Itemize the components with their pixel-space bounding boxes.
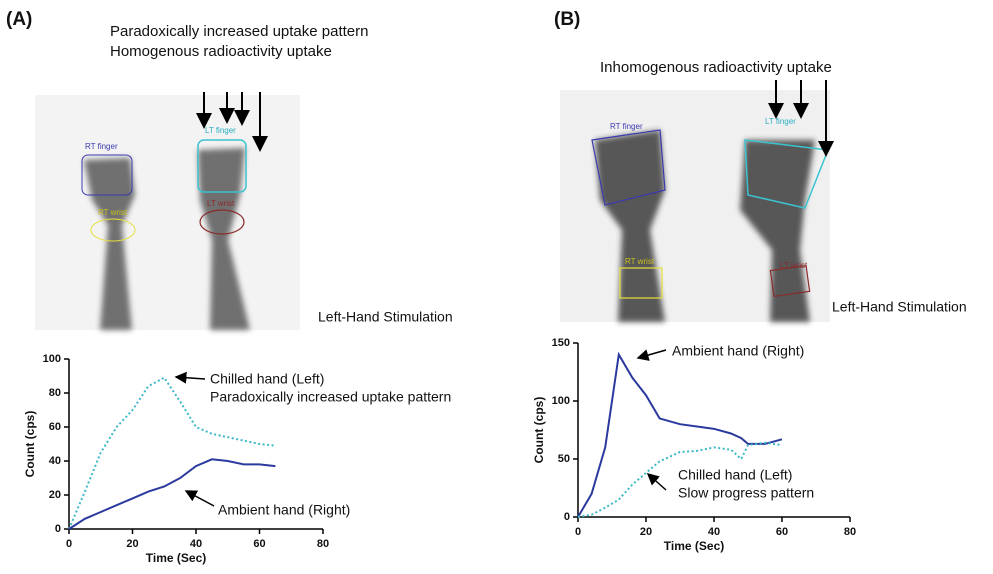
y-tick-label: 60 <box>49 421 61 433</box>
roi-label: LT wrist <box>207 199 235 208</box>
y-tick-label: 100 <box>43 353 61 365</box>
x-axis-label: Time (Sec) <box>146 551 206 565</box>
annotation-arrow <box>186 491 214 506</box>
y-tick-label: 20 <box>49 489 61 501</box>
roi-label: LT finger <box>205 126 236 135</box>
roi-label: RT finger <box>85 142 118 151</box>
y-tick-label: 0 <box>564 511 570 523</box>
caption: Left-Hand Stimulation <box>832 299 967 315</box>
roi-label: LT wrist <box>780 261 808 270</box>
x-tick-label: 20 <box>640 526 652 538</box>
headline: Paradoxically increased uptake pattern <box>110 23 369 40</box>
series-label: Chilled hand (Left) <box>678 467 792 483</box>
annotation-arrow <box>638 350 666 358</box>
headline: Inhomogenous radioactivity uptake <box>600 59 832 76</box>
series-label: Ambient hand (Right) <box>218 502 350 518</box>
x-tick-label: 0 <box>575 526 581 538</box>
headline: Homogenous radioactivity uptake <box>110 43 332 60</box>
x-tick-label: 40 <box>708 526 720 538</box>
x-tick-label: 20 <box>126 538 138 550</box>
series-line <box>69 459 275 529</box>
x-tick-label: 80 <box>317 538 329 550</box>
x-axis-label: Time (Sec) <box>664 539 724 553</box>
x-tick-label: 40 <box>190 538 202 550</box>
y-tick-label: 50 <box>558 453 570 465</box>
scan-image-a: RT finger LT finger RT wrist LT wrist <box>35 92 300 330</box>
y-axis-label: Count (cps) <box>23 411 37 478</box>
y-tick-label: 0 <box>55 523 61 535</box>
scan-image-b: RT finger LT finger RT wrist LT wrist <box>560 80 830 322</box>
series-label: Chilled hand (Left) <box>210 371 324 387</box>
series-label: Ambient hand (Right) <box>672 343 804 359</box>
x-tick-label: 60 <box>253 538 265 550</box>
y-axis-label: Count (cps) <box>532 397 546 464</box>
y-tick-label: 100 <box>552 395 570 407</box>
x-tick-label: 60 <box>776 526 788 538</box>
figure: RT finger LT finger RT wrist LT wrist (A… <box>0 0 993 569</box>
caption: Left-Hand Stimulation <box>318 309 453 325</box>
x-tick-label: 80 <box>844 526 856 538</box>
roi-label: LT finger <box>765 117 796 126</box>
panel-label: (B) <box>554 9 580 30</box>
roi-label: RT wrist <box>625 257 655 266</box>
series-note: Paradoxically increased uptake pattern <box>210 389 451 405</box>
roi-label: RT finger <box>610 122 643 131</box>
y-tick-label: 150 <box>552 337 570 349</box>
y-tick-label: 80 <box>49 387 61 399</box>
panel-label: (A) <box>6 9 32 30</box>
y-tick-label: 40 <box>49 455 61 467</box>
annotation-arrow <box>176 377 205 379</box>
roi-label: RT wrist <box>98 208 128 217</box>
series-note: Slow progress pattern <box>678 485 814 501</box>
x-tick-label: 0 <box>66 538 72 550</box>
annotation-arrow <box>648 474 666 490</box>
